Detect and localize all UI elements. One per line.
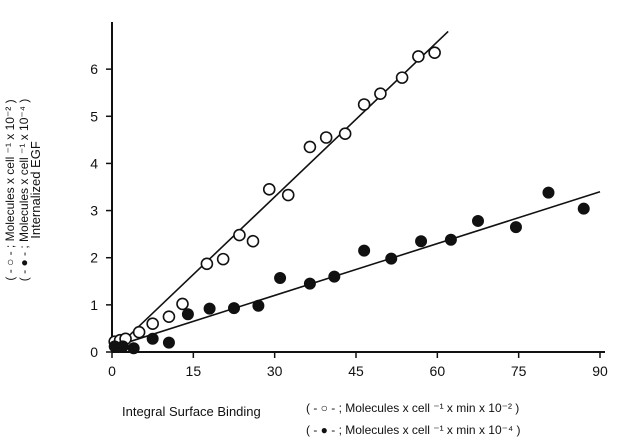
filled-circle-point bbox=[127, 342, 140, 355]
open-circle-point bbox=[176, 297, 189, 311]
filled-circle-point bbox=[252, 299, 265, 312]
open-circle-point bbox=[412, 50, 425, 63]
filled-circle-point bbox=[303, 277, 316, 290]
filled-circle-point bbox=[358, 244, 371, 257]
open-circle-point bbox=[233, 228, 246, 242]
filled-circle-point bbox=[203, 302, 216, 315]
x-tick-label: 75 bbox=[511, 363, 527, 379]
filled-circle-point bbox=[509, 221, 522, 234]
open-circle-point bbox=[216, 252, 230, 266]
open-circle-point bbox=[262, 183, 276, 196]
filled-circle-point bbox=[274, 271, 287, 284]
x-tick-label: 60 bbox=[430, 363, 446, 379]
open-circle-point bbox=[132, 325, 146, 339]
y-axis-title: Internalized EGF bbox=[28, 141, 43, 239]
open-circle-point bbox=[303, 140, 317, 154]
filled-circle-point bbox=[577, 202, 590, 215]
fit-line-filled bbox=[111, 190, 601, 349]
filled-circle-point bbox=[542, 186, 555, 199]
filled-circle-point bbox=[385, 252, 398, 265]
y-tick-label: 2 bbox=[90, 250, 98, 266]
y-axis-units-open: ( - ○ - ; Molecules x cell ⁻¹ x 10⁻² ) bbox=[3, 99, 17, 280]
y-tick-label: 0 bbox=[90, 344, 98, 360]
x-tick-label: 90 bbox=[592, 363, 608, 379]
fit-lines bbox=[111, 30, 601, 353]
y-axis-label: Internalized EGF bbox=[28, 141, 43, 239]
open-circle-point bbox=[319, 131, 333, 144]
x-axis-units-open: ( - ○ - ; Molecules x cell ⁻¹ x min x 10… bbox=[306, 401, 519, 415]
filled-circle-point bbox=[444, 233, 457, 246]
y-ticks: 0 1 2 3 4 5 6 bbox=[90, 61, 112, 360]
x-tick-label: 30 bbox=[267, 363, 283, 379]
filled-circle-point bbox=[328, 270, 341, 283]
open-circle-point bbox=[357, 98, 371, 111]
data-points bbox=[108, 46, 590, 355]
filled-circle-point bbox=[146, 332, 159, 345]
y-tick-label: 3 bbox=[90, 203, 98, 219]
filled-circle-point bbox=[162, 336, 175, 349]
open-circle-point bbox=[162, 310, 176, 323]
y-tick-label: 4 bbox=[90, 155, 98, 171]
x-axis-label: Integral Surface Binding bbox=[122, 404, 261, 419]
x-axis-units-filled: ( - ● - ; Molecules x cell ⁻¹ x min x 10… bbox=[306, 423, 520, 437]
filled-circle-point bbox=[472, 214, 484, 227]
x-tick-label: 0 bbox=[108, 363, 116, 379]
y-tick-label: 6 bbox=[90, 61, 98, 77]
x-ticks: 0 15 30 45 60 75 90 bbox=[108, 352, 608, 379]
filled-circle-point bbox=[181, 308, 194, 321]
open-circle-point bbox=[200, 257, 214, 271]
y-tick-label: 5 bbox=[90, 108, 98, 124]
filled-circle-point bbox=[415, 235, 428, 248]
open-circle-point bbox=[246, 234, 260, 248]
x-tick-label: 15 bbox=[186, 363, 202, 379]
fit-line-open bbox=[111, 30, 449, 353]
filled-circle-point bbox=[116, 340, 129, 353]
open-circle-point bbox=[428, 46, 441, 59]
open-circle-point bbox=[338, 127, 352, 141]
open-circle-point bbox=[395, 71, 409, 84]
y-axis-units: ( - ○ - ; Molecules x cell ⁻¹ x 10⁻² ) (… bbox=[3, 99, 31, 281]
open-circle-point bbox=[374, 87, 387, 100]
filled-circle-point bbox=[228, 302, 240, 315]
y-tick-label: 1 bbox=[90, 297, 98, 313]
axes bbox=[111, 22, 605, 353]
open-circle-point bbox=[146, 317, 159, 331]
x-tick-label: 45 bbox=[348, 363, 364, 379]
open-circle-point bbox=[281, 188, 295, 202]
y-axis-units-filled: ( - ● - ; Molecules x cell ⁻¹ x 10⁻⁴ ) bbox=[17, 99, 31, 281]
